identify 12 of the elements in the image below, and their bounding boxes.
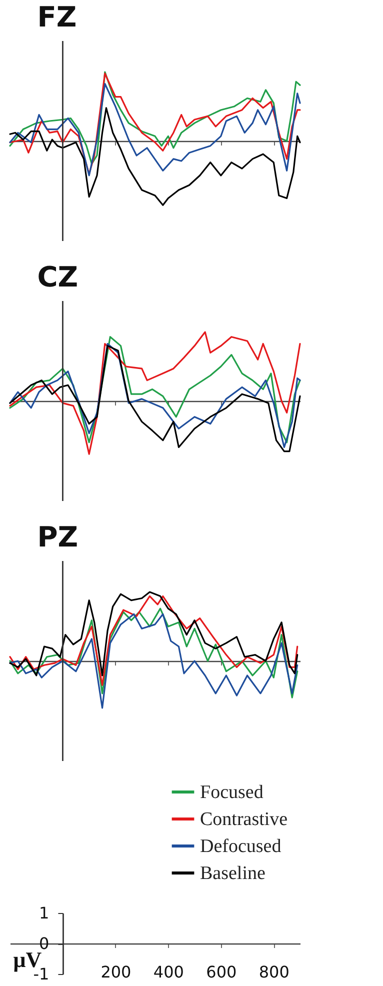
x-tick-label: 200	[100, 962, 132, 982]
chart-title: FZ	[37, 0, 77, 34]
legend-label: Contrastive	[200, 809, 288, 830]
x-tick-label: 600	[206, 962, 237, 982]
legend-label: Defocused	[200, 836, 282, 857]
x-tick-label: 800	[258, 962, 290, 982]
y-tick-label: 1	[39, 904, 50, 922]
x-tick-label: 400	[153, 962, 184, 982]
legend-label: Focused	[200, 782, 264, 803]
chart-title: CZ	[37, 260, 78, 294]
chart-title: PZ	[37, 520, 78, 554]
legend-label: Baseline	[200, 863, 266, 884]
